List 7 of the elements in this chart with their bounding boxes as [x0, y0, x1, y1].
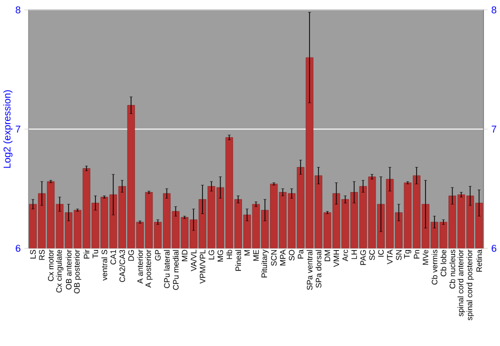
y2-tick-label: 6	[492, 244, 496, 252]
y-tick-label: 8	[16, 6, 20, 14]
y2-tick-label: 7	[492, 126, 496, 132]
y-tick-label: 6	[16, 244, 20, 252]
y-tick-label: 7	[16, 126, 20, 132]
y-axis-title: Log2 (expression)	[3, 90, 12, 168]
y2-tick-label: 8	[492, 6, 496, 14]
